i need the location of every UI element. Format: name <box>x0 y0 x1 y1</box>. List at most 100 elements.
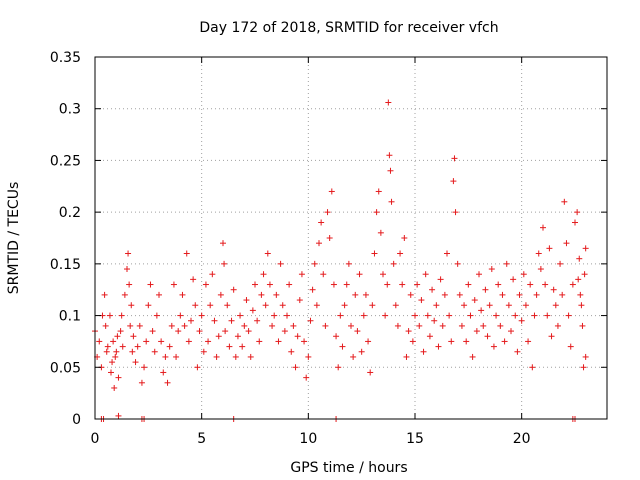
data-point <box>132 359 139 366</box>
data-point <box>493 312 500 319</box>
data-point <box>360 312 367 319</box>
y-tick-label: 0.25 <box>50 153 81 169</box>
data-point <box>333 333 340 340</box>
data-point <box>224 302 231 309</box>
data-point <box>232 353 239 360</box>
y-tick-label: 0.3 <box>59 102 81 118</box>
data-point <box>309 286 316 293</box>
data-point <box>375 188 382 195</box>
data-point <box>512 312 519 319</box>
data-point <box>441 291 448 298</box>
data-point <box>168 322 175 329</box>
data-point <box>535 250 542 257</box>
data-point <box>476 271 482 278</box>
data-point <box>450 178 457 185</box>
data-point <box>221 260 228 267</box>
data-point <box>266 281 273 288</box>
data-point <box>96 338 103 345</box>
data-point <box>256 338 263 345</box>
data-point <box>118 312 125 319</box>
data-point <box>303 374 310 381</box>
x-tick-label: 5 <box>197 431 206 447</box>
data-point <box>279 302 286 309</box>
data-point <box>341 302 348 309</box>
y-tick-label: 0.2 <box>59 205 81 221</box>
x-tick-label: 10 <box>299 431 317 447</box>
data-point <box>190 276 197 283</box>
data-point <box>108 369 114 376</box>
data-point <box>164 379 171 386</box>
data-point <box>117 328 124 335</box>
data-point <box>284 312 290 319</box>
data-point <box>181 322 188 329</box>
data-point <box>245 328 252 335</box>
data-point <box>121 291 128 298</box>
data-point <box>522 302 529 309</box>
data-point <box>196 328 203 335</box>
data-point <box>527 281 534 288</box>
data-point <box>471 297 478 304</box>
data-point <box>499 291 506 298</box>
data-point <box>497 322 504 329</box>
data-point <box>264 250 271 257</box>
data-point <box>514 348 521 355</box>
data-point <box>129 348 136 355</box>
data-point <box>330 281 337 288</box>
data-point <box>109 359 116 366</box>
data-point <box>446 312 453 319</box>
data-point <box>324 209 331 216</box>
data-point <box>486 302 493 309</box>
data-point <box>213 353 220 360</box>
data-point <box>241 322 248 329</box>
data-point <box>145 302 152 309</box>
data-point <box>316 240 322 247</box>
data-point <box>185 338 192 345</box>
data-point <box>448 338 455 345</box>
data-point <box>552 302 559 309</box>
data-point <box>151 348 158 355</box>
data-point <box>399 281 406 288</box>
grid <box>95 57 607 419</box>
data-point <box>401 235 408 241</box>
data-point <box>484 333 491 340</box>
data-point <box>426 333 433 340</box>
data-point <box>220 240 226 247</box>
data-point <box>540 224 546 231</box>
data-point <box>301 338 308 345</box>
data-point <box>554 322 561 329</box>
data-point <box>103 348 110 355</box>
data-point <box>387 167 394 174</box>
data-point <box>358 348 365 355</box>
data-point <box>275 338 282 345</box>
data-point <box>320 271 327 278</box>
data-point <box>580 364 587 371</box>
data-point <box>273 291 280 298</box>
data-point <box>454 260 461 267</box>
data-point <box>125 250 132 257</box>
x-tick-label: 0 <box>91 431 100 447</box>
data-point <box>490 343 497 350</box>
data-point <box>237 312 244 319</box>
data-point <box>335 364 342 371</box>
data-point <box>348 322 354 329</box>
data-point <box>581 271 588 278</box>
data-point <box>119 343 126 350</box>
data-point <box>292 364 299 371</box>
data-point <box>226 343 233 350</box>
data-point <box>215 333 222 340</box>
data-point <box>262 302 269 309</box>
data-point <box>124 266 130 273</box>
data-point <box>258 291 265 298</box>
y-axis-label: SRMTID / TECUs <box>6 182 22 295</box>
data-point <box>463 338 470 345</box>
data-point <box>456 291 463 298</box>
data-point <box>170 281 177 288</box>
data-point <box>194 364 201 371</box>
data-point <box>537 266 544 273</box>
data-point <box>127 322 134 329</box>
data-point <box>198 312 205 319</box>
data-point <box>115 412 122 419</box>
data-point <box>136 322 143 329</box>
data-point <box>183 250 190 257</box>
